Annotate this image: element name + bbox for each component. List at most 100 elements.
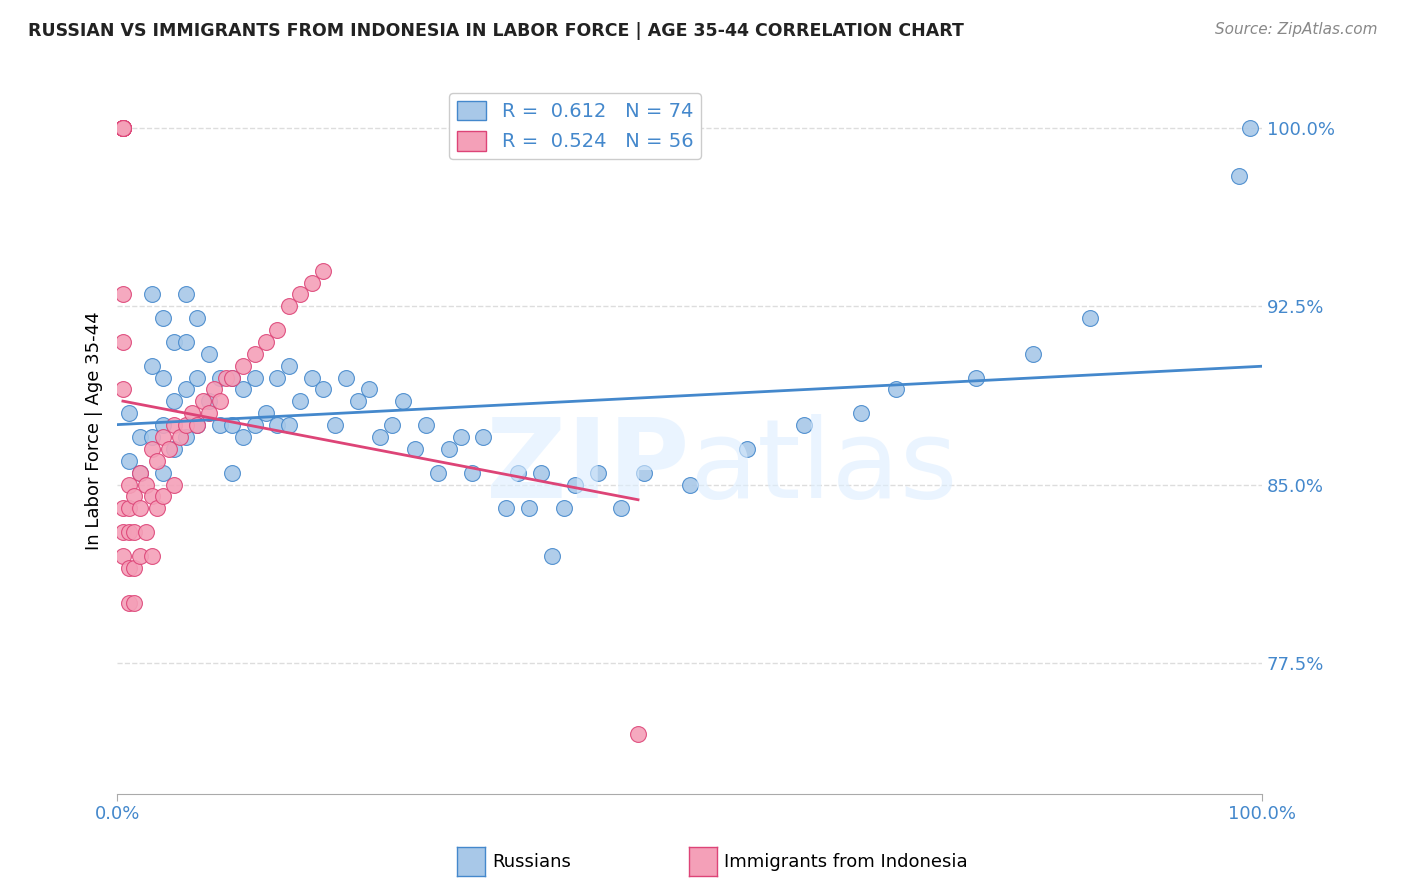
Point — [254, 406, 277, 420]
Point — [346, 394, 368, 409]
Point — [541, 549, 564, 563]
Point — [472, 430, 495, 444]
Point — [221, 466, 243, 480]
Point — [163, 477, 186, 491]
Point — [186, 370, 208, 384]
Point — [117, 561, 139, 575]
Point — [157, 442, 180, 456]
Point — [111, 525, 134, 540]
Point — [243, 418, 266, 433]
Point — [135, 525, 157, 540]
Point — [735, 442, 758, 456]
Point — [191, 394, 214, 409]
Point — [163, 394, 186, 409]
Text: ZIP: ZIP — [486, 414, 689, 521]
Point — [335, 370, 357, 384]
Point — [564, 477, 586, 491]
Point — [357, 383, 380, 397]
Point — [163, 418, 186, 433]
Point — [111, 334, 134, 349]
Point — [301, 276, 323, 290]
Point — [169, 430, 191, 444]
Point — [111, 287, 134, 301]
Point — [627, 727, 650, 741]
Point — [232, 359, 254, 373]
Point — [266, 418, 288, 433]
Point — [506, 466, 529, 480]
Point — [111, 120, 134, 135]
Point — [1227, 169, 1250, 183]
Point — [461, 466, 484, 480]
Point — [209, 418, 232, 433]
Point — [152, 311, 174, 326]
Point — [312, 383, 335, 397]
Point — [111, 120, 134, 135]
Point — [141, 442, 163, 456]
Point — [204, 383, 226, 397]
Point — [111, 383, 134, 397]
Point — [186, 418, 208, 433]
Point — [111, 120, 134, 135]
Point — [111, 120, 134, 135]
Point — [415, 418, 437, 433]
Point — [197, 347, 219, 361]
Point — [323, 418, 346, 433]
Point — [146, 501, 169, 516]
Point — [1022, 347, 1045, 361]
Point — [141, 549, 163, 563]
Point — [111, 120, 134, 135]
Text: Russians: Russians — [492, 853, 571, 871]
Point — [129, 549, 152, 563]
Point — [232, 430, 254, 444]
Point — [117, 525, 139, 540]
Point — [1078, 311, 1101, 326]
Point — [277, 299, 299, 313]
Point — [117, 406, 139, 420]
Point — [266, 370, 288, 384]
Point — [141, 490, 163, 504]
Point — [243, 347, 266, 361]
Point — [152, 370, 174, 384]
Point — [530, 466, 553, 480]
Point — [197, 406, 219, 420]
Point — [426, 466, 449, 480]
Point — [152, 430, 174, 444]
Point — [209, 394, 232, 409]
Point — [152, 466, 174, 480]
Point — [174, 334, 197, 349]
Point — [124, 597, 146, 611]
Point — [633, 466, 655, 480]
Point — [141, 430, 163, 444]
Point — [111, 120, 134, 135]
Point — [254, 334, 277, 349]
Point — [186, 418, 208, 433]
Point — [851, 406, 873, 420]
Point — [152, 418, 174, 433]
Point — [141, 287, 163, 301]
Point — [129, 466, 152, 480]
Point — [1239, 120, 1261, 135]
Point — [129, 430, 152, 444]
Point — [117, 501, 139, 516]
Point — [381, 418, 404, 433]
Point — [370, 430, 392, 444]
Point — [290, 287, 312, 301]
Text: RUSSIAN VS IMMIGRANTS FROM INDONESIA IN LABOR FORCE | AGE 35-44 CORRELATION CHAR: RUSSIAN VS IMMIGRANTS FROM INDONESIA IN … — [28, 22, 965, 40]
Point — [793, 418, 815, 433]
Point — [135, 477, 157, 491]
Point — [186, 311, 208, 326]
Text: atlas: atlas — [689, 414, 957, 521]
Point — [163, 334, 186, 349]
Point — [243, 370, 266, 384]
Point — [392, 394, 415, 409]
Point — [117, 454, 139, 468]
Point — [209, 370, 232, 384]
Point — [152, 490, 174, 504]
Point — [312, 263, 335, 277]
Point — [266, 323, 288, 337]
Point — [965, 370, 987, 384]
Point — [221, 418, 243, 433]
Point — [221, 370, 243, 384]
Point — [215, 370, 238, 384]
Point — [232, 383, 254, 397]
